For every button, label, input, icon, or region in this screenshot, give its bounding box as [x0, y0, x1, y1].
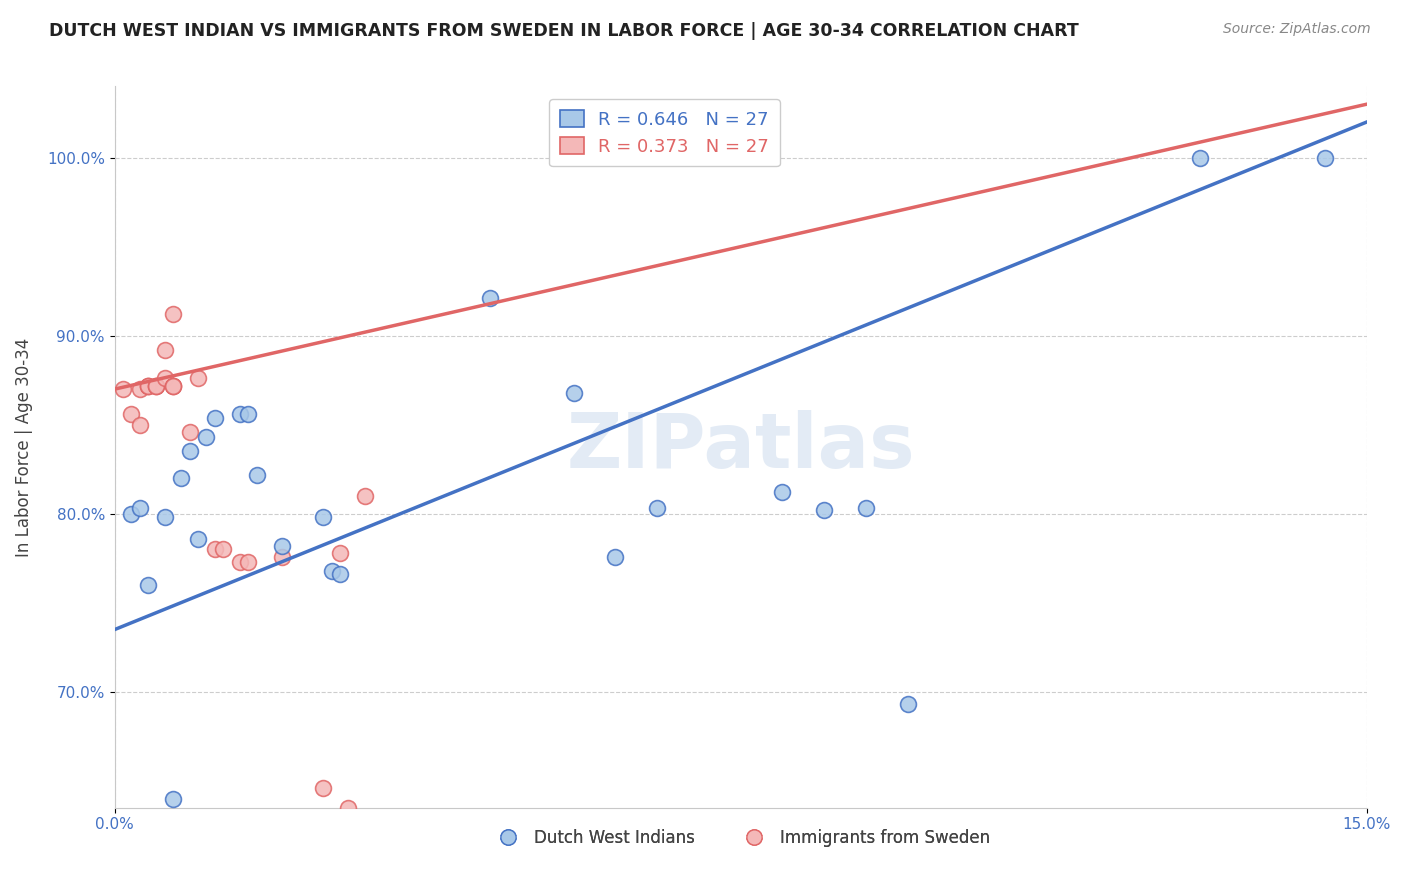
- Point: [179, 444, 201, 458]
- Point: [312, 510, 335, 524]
- Point: [136, 378, 159, 392]
- Point: [136, 378, 159, 392]
- Point: [229, 407, 252, 421]
- Point: [1188, 151, 1211, 165]
- Point: [145, 378, 167, 392]
- Point: [238, 555, 260, 569]
- Point: [645, 501, 668, 516]
- Point: [897, 698, 920, 712]
- Point: [153, 343, 176, 357]
- Point: [238, 407, 260, 421]
- Point: [120, 407, 142, 421]
- Point: [772, 485, 794, 500]
- Point: [162, 378, 184, 392]
- Point: [136, 578, 159, 592]
- Point: [204, 410, 226, 425]
- Point: [145, 378, 167, 392]
- Point: [153, 371, 176, 385]
- Point: [855, 501, 877, 516]
- Point: [245, 467, 267, 482]
- Point: [229, 555, 252, 569]
- Point: [337, 800, 360, 814]
- Text: Source: ZipAtlas.com: Source: ZipAtlas.com: [1223, 22, 1371, 37]
- Text: ZIPatlas: ZIPatlas: [567, 410, 915, 484]
- Point: [204, 542, 226, 557]
- Y-axis label: In Labor Force | Age 30-34: In Labor Force | Age 30-34: [15, 337, 32, 557]
- Point: [179, 425, 201, 439]
- Point: [195, 430, 218, 444]
- Point: [329, 546, 352, 560]
- Point: [312, 781, 335, 796]
- Point: [153, 510, 176, 524]
- Text: DUTCH WEST INDIAN VS IMMIGRANTS FROM SWEDEN IN LABOR FORCE | AGE 30-34 CORRELATI: DUTCH WEST INDIAN VS IMMIGRANTS FROM SWE…: [49, 22, 1078, 40]
- Point: [354, 489, 377, 503]
- Point: [562, 385, 585, 400]
- Point: [813, 503, 835, 517]
- Point: [128, 417, 150, 432]
- Point: [270, 549, 292, 564]
- Point: [162, 307, 184, 321]
- Legend: Dutch West Indians, Immigrants from Sweden: Dutch West Indians, Immigrants from Swed…: [485, 822, 997, 854]
- Point: [145, 378, 167, 392]
- Point: [187, 532, 209, 546]
- Point: [321, 564, 343, 578]
- Point: [111, 382, 134, 396]
- Point: [1313, 151, 1336, 165]
- Point: [479, 291, 502, 305]
- Point: [136, 378, 159, 392]
- Point: [329, 567, 352, 582]
- Point: [162, 378, 184, 392]
- Point: [212, 542, 235, 557]
- Point: [128, 501, 150, 516]
- Point: [162, 378, 184, 392]
- Point: [605, 549, 627, 564]
- Point: [162, 791, 184, 805]
- Point: [170, 471, 193, 485]
- Point: [120, 507, 142, 521]
- Point: [270, 539, 292, 553]
- Point: [187, 371, 209, 385]
- Point: [128, 382, 150, 396]
